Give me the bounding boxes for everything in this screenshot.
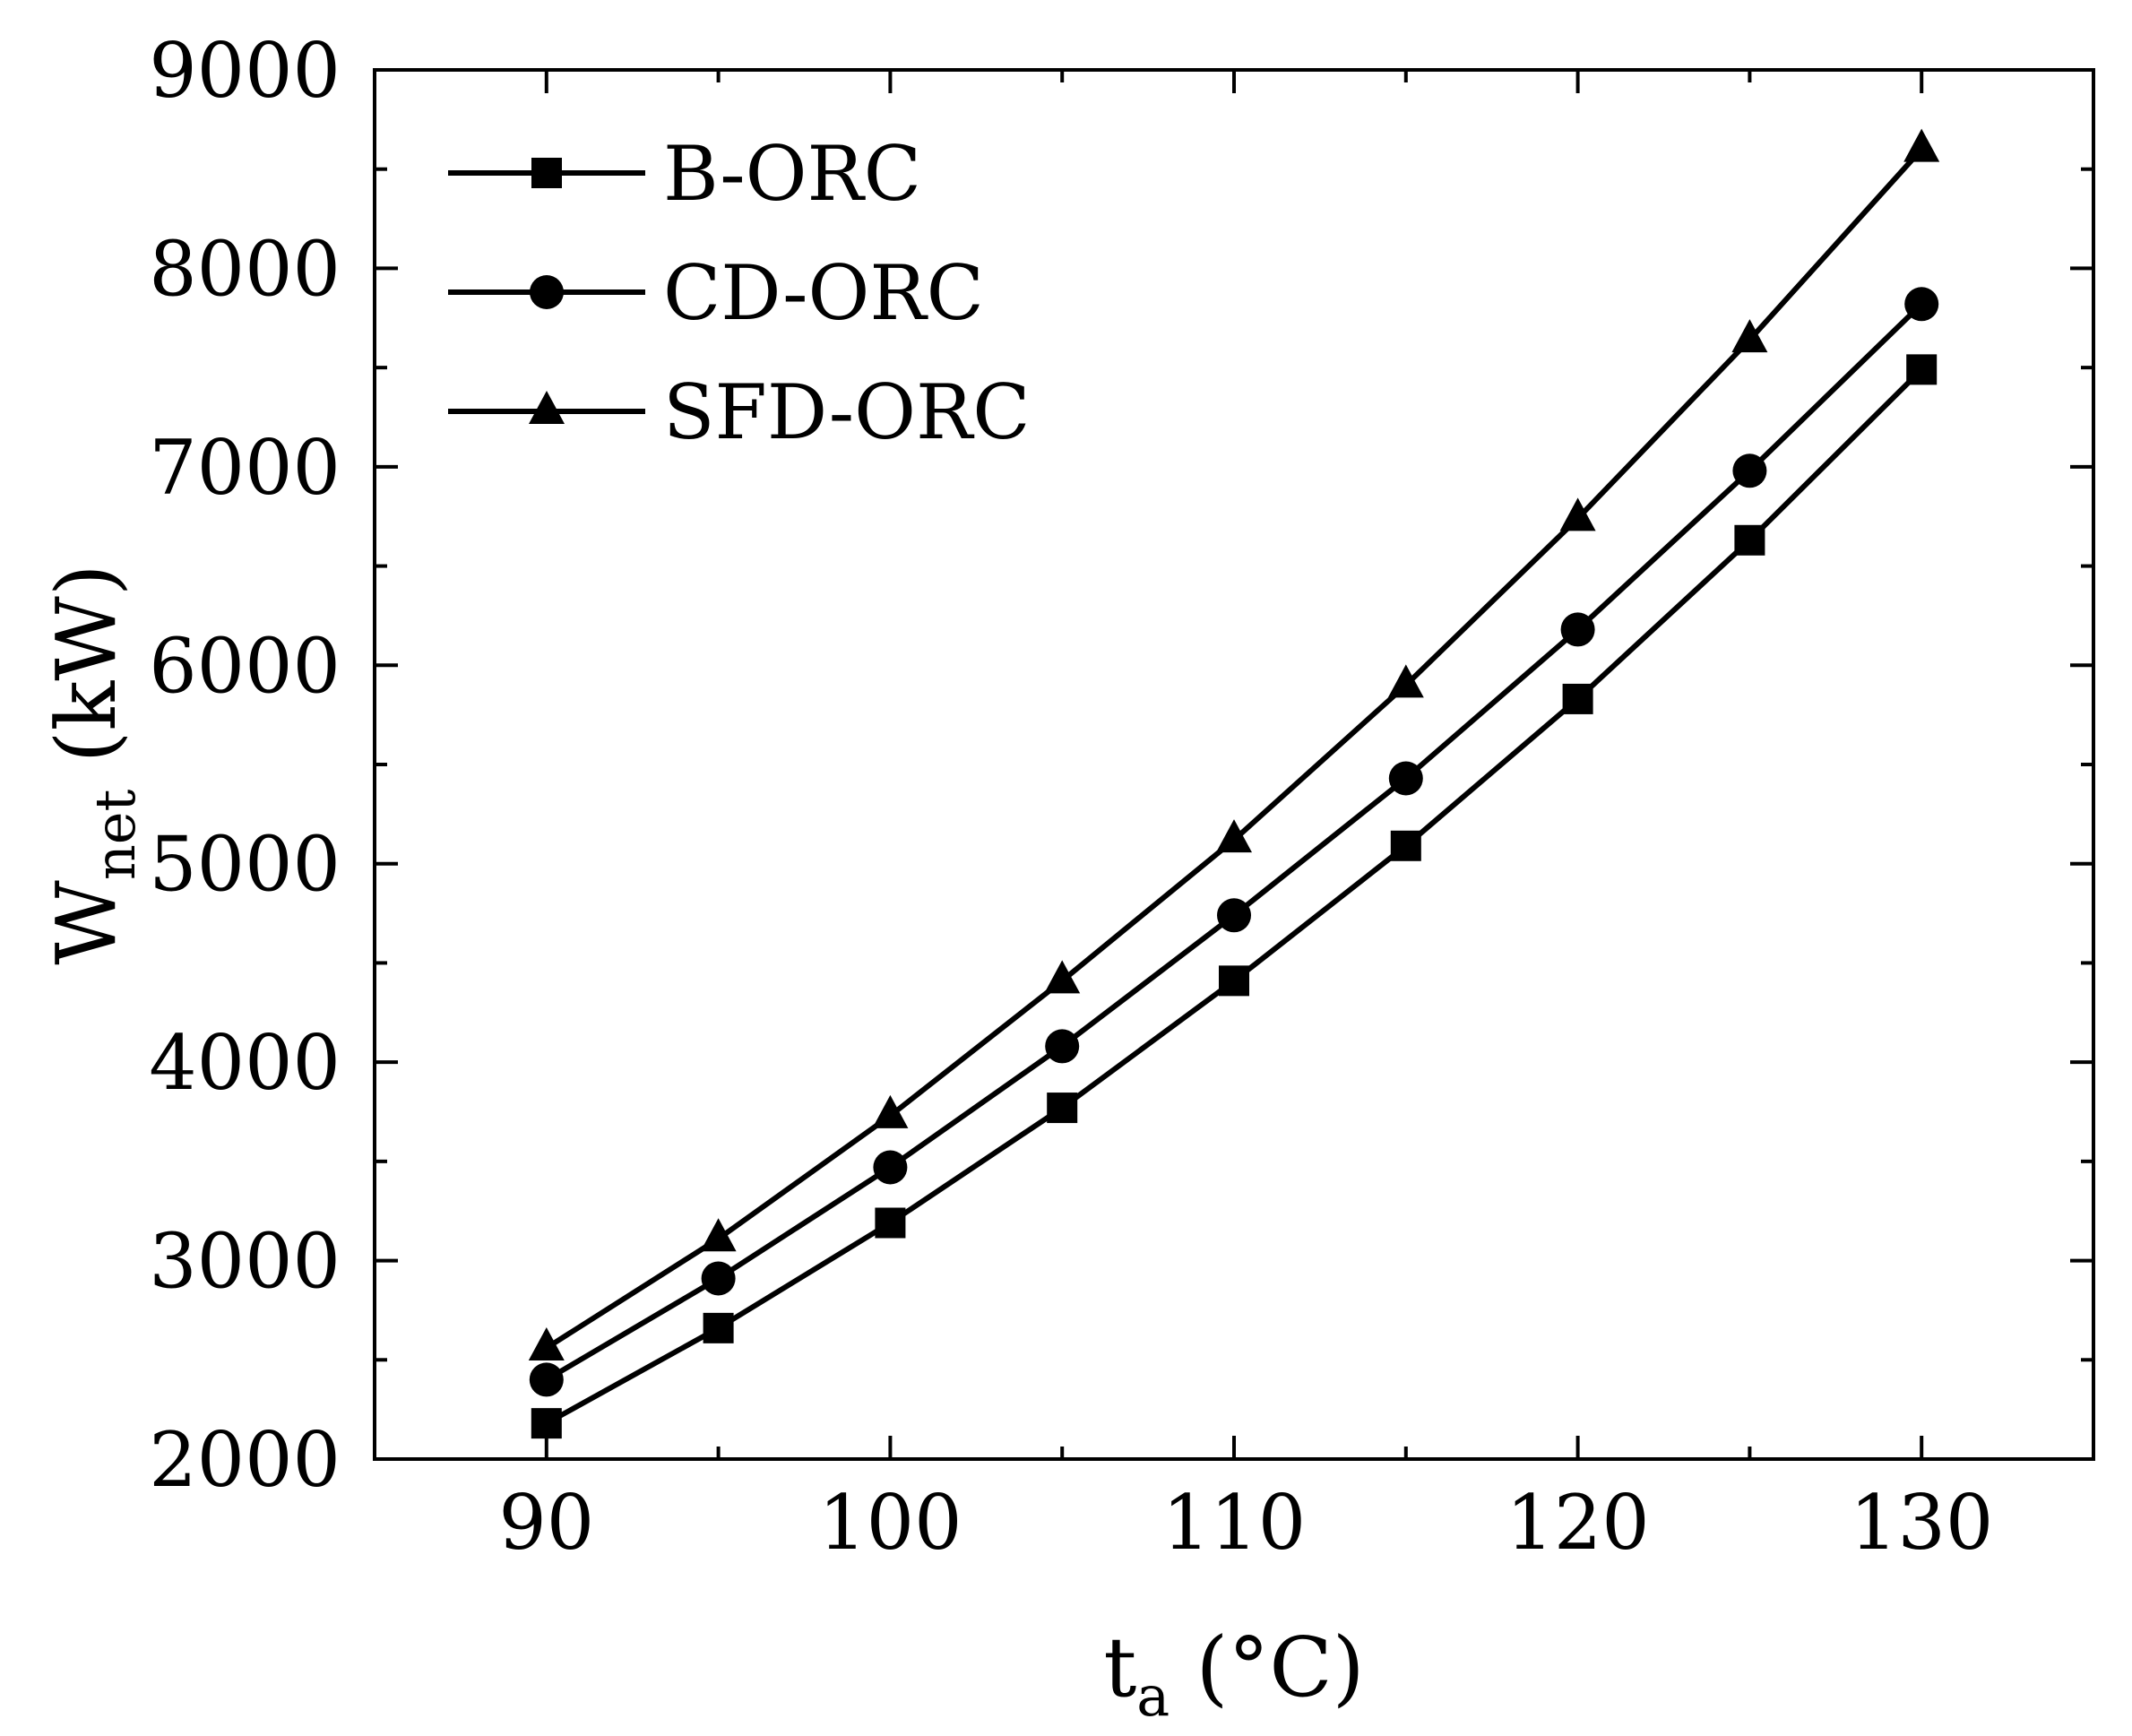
- data-point-b-orc: [875, 1207, 906, 1239]
- legend-marker-sfd-orc: [529, 391, 565, 424]
- data-point-b-orc: [531, 1408, 562, 1439]
- data-point-sfd-orc: [872, 1094, 909, 1128]
- series-line-b-orc: [545, 367, 1924, 1426]
- x-tick-label: 90: [498, 1479, 594, 1567]
- axis-tick-labels: 90 100 110 120 130 2000 3000 4000 5000 6000 7000 80…: [149, 27, 1993, 1567]
- y-tick-label: 2000: [149, 1416, 341, 1504]
- data-point-b-orc: [1906, 354, 1938, 385]
- legend-item-sfd-orc: SFD-ORC: [448, 368, 1031, 456]
- x-axis-label: ta (°C): [1103, 1619, 1364, 1729]
- y-axis-label-unit: (kW): [39, 564, 134, 789]
- series-cd-orc: [529, 287, 1939, 1397]
- plot-frame: [373, 68, 2095, 1461]
- series-b-orc: [531, 354, 1938, 1439]
- data-point-b-orc: [1390, 830, 1421, 861]
- legend-marker-b-orc: [531, 158, 562, 188]
- data-point-b-orc: [1047, 1093, 1078, 1124]
- data-point-cd-orc: [701, 1261, 736, 1296]
- y-tick-label: 9000: [149, 27, 341, 115]
- data-point-cd-orc: [1560, 612, 1595, 647]
- data-point-b-orc: [1219, 965, 1249, 997]
- data-point-b-orc: [703, 1312, 734, 1343]
- data-point-cd-orc: [1388, 761, 1423, 796]
- axis-ticks: [375, 68, 2093, 1461]
- y-tick-label: 6000: [149, 622, 341, 710]
- legend-label: B-ORC: [663, 130, 921, 218]
- x-axis-label-subscript: a: [1136, 1663, 1170, 1729]
- data-point-cd-orc: [529, 1362, 564, 1397]
- y-tick-label: 7000: [149, 424, 341, 512]
- legend-item-b-orc: B-ORC: [448, 130, 921, 218]
- data-point-cd-orc: [873, 1150, 908, 1185]
- data-point-sfd-orc: [1044, 960, 1081, 994]
- x-axis-label-unit: (°C): [1170, 1619, 1364, 1715]
- data-point-cd-orc: [1045, 1029, 1080, 1064]
- data-point-sfd-orc: [1216, 819, 1252, 853]
- data-point-sfd-orc: [528, 1327, 565, 1360]
- data-point-cd-orc: [1217, 898, 1251, 933]
- data-point-sfd-orc: [1903, 128, 1940, 162]
- x-tick-label: 110: [1162, 1479, 1306, 1567]
- data-point-cd-orc: [1904, 287, 1939, 322]
- x-tick-label: 100: [818, 1479, 962, 1567]
- legend-label: CD-ORC: [663, 249, 984, 337]
- data-point-sfd-orc: [1387, 664, 1424, 698]
- legend-marker-cd-orc: [530, 275, 564, 309]
- data-point-sfd-orc: [1559, 497, 1596, 531]
- y-axis-label-subscript: net: [82, 790, 148, 881]
- data-point-cd-orc: [1732, 453, 1767, 488]
- data-point-sfd-orc: [1731, 319, 1768, 353]
- data-point-b-orc: [1562, 683, 1593, 714]
- x-tick-label: 130: [1850, 1479, 1993, 1567]
- y-axis-label: Wnet (kW): [39, 564, 148, 964]
- x-tick-label: 120: [1506, 1479, 1649, 1567]
- legend: B-ORC CD-ORC SFD-ORC: [448, 130, 1031, 456]
- data-point-sfd-orc: [700, 1218, 737, 1252]
- legend-item-cd-orc: CD-ORC: [448, 249, 984, 337]
- y-tick-label: 3000: [149, 1218, 341, 1306]
- y-axis-label-main: W: [39, 880, 134, 965]
- y-tick-label: 5000: [149, 821, 341, 909]
- data-point-b-orc: [1734, 524, 1765, 556]
- series-sfd-orc: [528, 128, 1940, 1360]
- x-axis-label-main: t: [1103, 1619, 1136, 1715]
- legend-label: SFD-ORC: [663, 368, 1031, 456]
- y-tick-label: 4000: [149, 1019, 341, 1107]
- y-tick-label: 8000: [149, 225, 341, 313]
- series-layer: [528, 128, 1940, 1439]
